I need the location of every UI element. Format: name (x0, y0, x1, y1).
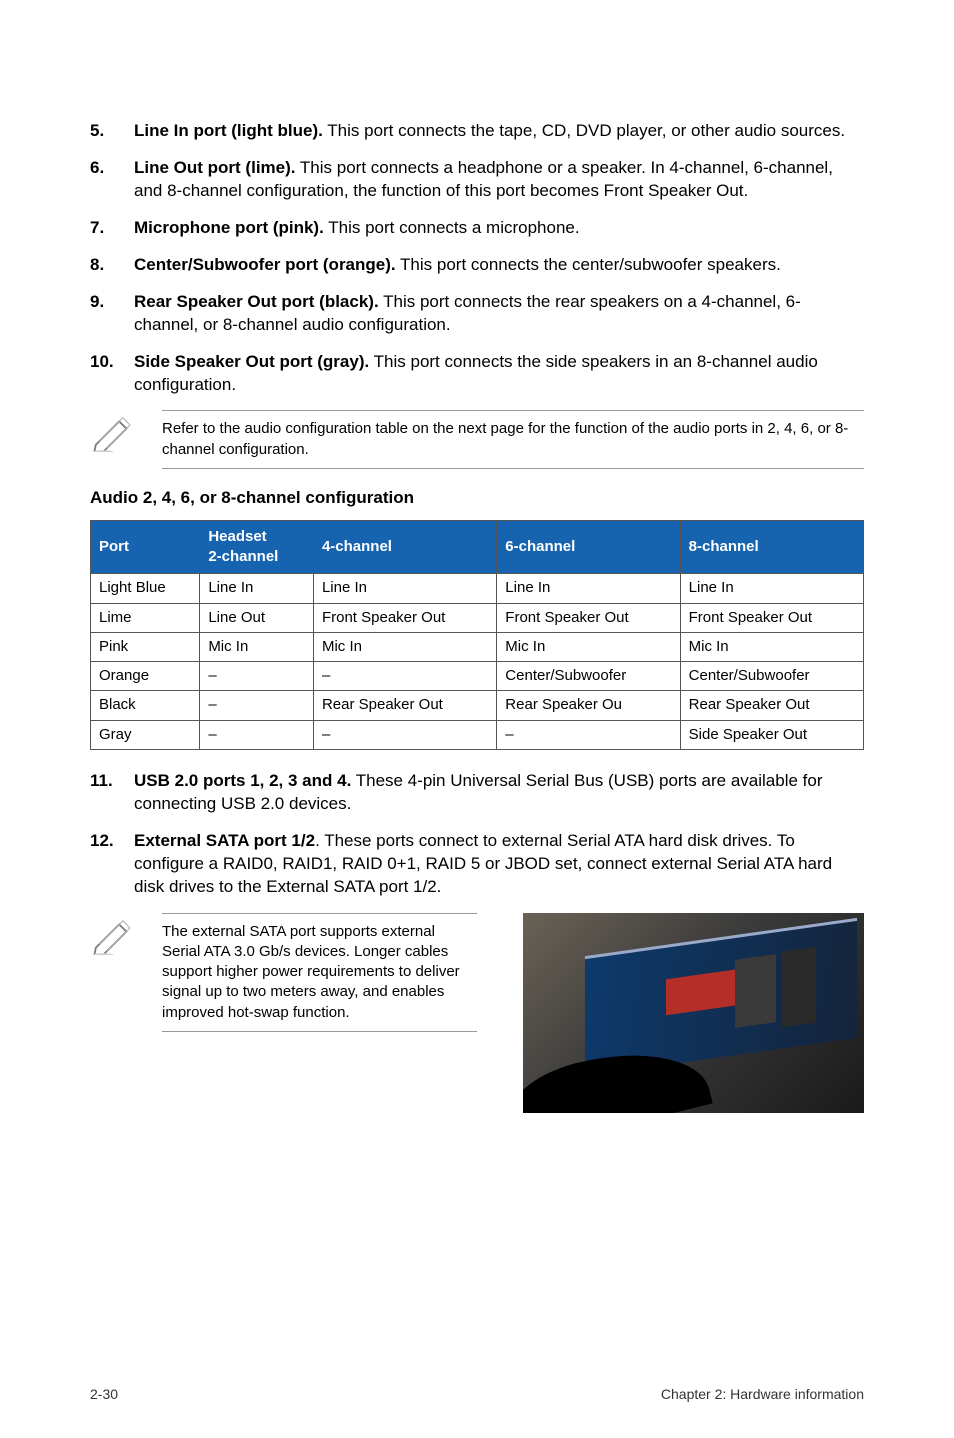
list-bold-label: External SATA port 1/2 (134, 831, 315, 850)
list-text: Side Speaker Out port (gray). This port … (134, 351, 864, 397)
th-headset: Headset 2-channel (200, 520, 314, 574)
list-number: 10. (90, 351, 134, 397)
table-cell: Black (91, 691, 200, 720)
table-cell: Gray (91, 720, 200, 749)
table-cell: – (313, 662, 496, 691)
table-cell: Mic In (497, 632, 680, 661)
table-cell: Pink (91, 632, 200, 661)
note-row-2: The external SATA port supports external… (90, 913, 864, 1113)
list-item: 7.Microphone port (pink). This port conn… (90, 217, 864, 240)
list-text: Line In port (light blue). This port con… (134, 120, 864, 143)
note-text-1: Refer to the audio configuration table o… (162, 410, 864, 469)
list-item: 10.Side Speaker Out port (gray). This po… (90, 351, 864, 397)
list-bold-label: Side Speaker Out port (gray). (134, 352, 369, 371)
table-cell: – (313, 720, 496, 749)
table-row: PinkMic InMic InMic InMic In (91, 632, 864, 661)
table-cell: Lime (91, 603, 200, 632)
footer-chapter: Chapter 2: Hardware information (661, 1385, 864, 1404)
th-headset-l2: 2-channel (208, 547, 305, 567)
table-cell: Front Speaker Out (680, 603, 863, 632)
list-text: USB 2.0 ports 1, 2, 3 and 4. These 4-pin… (134, 770, 864, 816)
table-cell: – (200, 720, 314, 749)
motherboard-photo (523, 913, 864, 1113)
list-text: External SATA port 1/2. These ports conn… (134, 830, 864, 899)
list-bold-label: Microphone port (pink). (134, 218, 324, 237)
list-desc: This port connects a microphone. (324, 218, 580, 237)
table-cell: – (200, 691, 314, 720)
list-bold-label: Center/Subwoofer port (orange). (134, 255, 396, 274)
list-bold-label: Line In port (light blue). (134, 121, 323, 140)
table-cell: Front Speaker Out (497, 603, 680, 632)
list-number: 11. (90, 770, 134, 816)
list-text: Microphone port (pink). This port connec… (134, 217, 864, 240)
th-port: Port (91, 520, 200, 574)
th-8ch: 8-channel (680, 520, 863, 574)
list-desc: This port connects the tape, CD, DVD pla… (323, 121, 845, 140)
table-cell: – (497, 720, 680, 749)
table-cell: Line In (200, 574, 314, 603)
list-item: 6.Line Out port (lime). This port connec… (90, 157, 864, 203)
table-cell: Line In (313, 574, 496, 603)
th-4ch: 4-channel (313, 520, 496, 574)
list-number: 5. (90, 120, 134, 143)
list-text: Center/Subwoofer port (orange). This por… (134, 254, 864, 277)
table-cell: Center/Subwoofer (497, 662, 680, 691)
list-bold-label: USB 2.0 ports 1, 2, 3 and 4. (134, 771, 351, 790)
table-cell: Front Speaker Out (313, 603, 496, 632)
table-cell: Line In (680, 574, 863, 603)
table-cell: Line Out (200, 603, 314, 632)
list-desc: This port connects the center/subwoofer … (396, 255, 781, 274)
list-text: Line Out port (lime). This port connects… (134, 157, 864, 203)
list-number: 9. (90, 291, 134, 337)
table-cell: Mic In (200, 632, 314, 661)
footer-page-number: 2-30 (90, 1385, 118, 1404)
list-item: 5.Line In port (light blue). This port c… (90, 120, 864, 143)
note-row-1: Refer to the audio configuration table o… (90, 410, 864, 469)
pencil-icon (90, 913, 162, 962)
list-text: Rear Speaker Out port (black). This port… (134, 291, 864, 337)
list-item: 12.External SATA port 1/2. These ports c… (90, 830, 864, 899)
audio-config-table: Port Headset 2-channel 4-channel 6-chann… (90, 520, 864, 750)
table-row: Light BlueLine InLine InLine InLine In (91, 574, 864, 603)
th-headset-l1: Headset (208, 527, 305, 547)
th-port-label: Port (99, 538, 129, 555)
list-item: 9.Rear Speaker Out port (black). This po… (90, 291, 864, 337)
table-cell: Center/Subwoofer (680, 662, 863, 691)
table-cell: Orange (91, 662, 200, 691)
list-bold-label: Rear Speaker Out port (black). (134, 292, 379, 311)
list-number: 7. (90, 217, 134, 240)
table-row: Orange––Center/SubwooferCenter/Subwoofer (91, 662, 864, 691)
table-row: Black–Rear Speaker OutRear Speaker OuRea… (91, 691, 864, 720)
list-item: 11.USB 2.0 ports 1, 2, 3 and 4. These 4-… (90, 770, 864, 816)
page-footer: 2-30 Chapter 2: Hardware information (90, 1385, 864, 1404)
table-row: LimeLine OutFront Speaker OutFront Speak… (91, 603, 864, 632)
list-number: 12. (90, 830, 134, 899)
table-cell: Mic In (313, 632, 496, 661)
th-6ch: 6-channel (497, 520, 680, 574)
list-bold-label: Line Out port (lime). (134, 158, 296, 177)
audio-table-heading: Audio 2, 4, 6, or 8-channel configuratio… (90, 487, 864, 510)
table-cell: Side Speaker Out (680, 720, 863, 749)
table-cell: Rear Speaker Out (680, 691, 863, 720)
table-cell: Line In (497, 574, 680, 603)
list-item: 8.Center/Subwoofer port (orange). This p… (90, 254, 864, 277)
table-cell: Rear Speaker Ou (497, 691, 680, 720)
table-row: Gray–––Side Speaker Out (91, 720, 864, 749)
list-number: 6. (90, 157, 134, 203)
note-text-2: The external SATA port supports external… (162, 913, 477, 1032)
table-cell: – (200, 662, 314, 691)
list-number: 8. (90, 254, 134, 277)
table-cell: Light Blue (91, 574, 200, 603)
pencil-icon (90, 410, 162, 459)
table-cell: Mic In (680, 632, 863, 661)
table-cell: Rear Speaker Out (313, 691, 496, 720)
